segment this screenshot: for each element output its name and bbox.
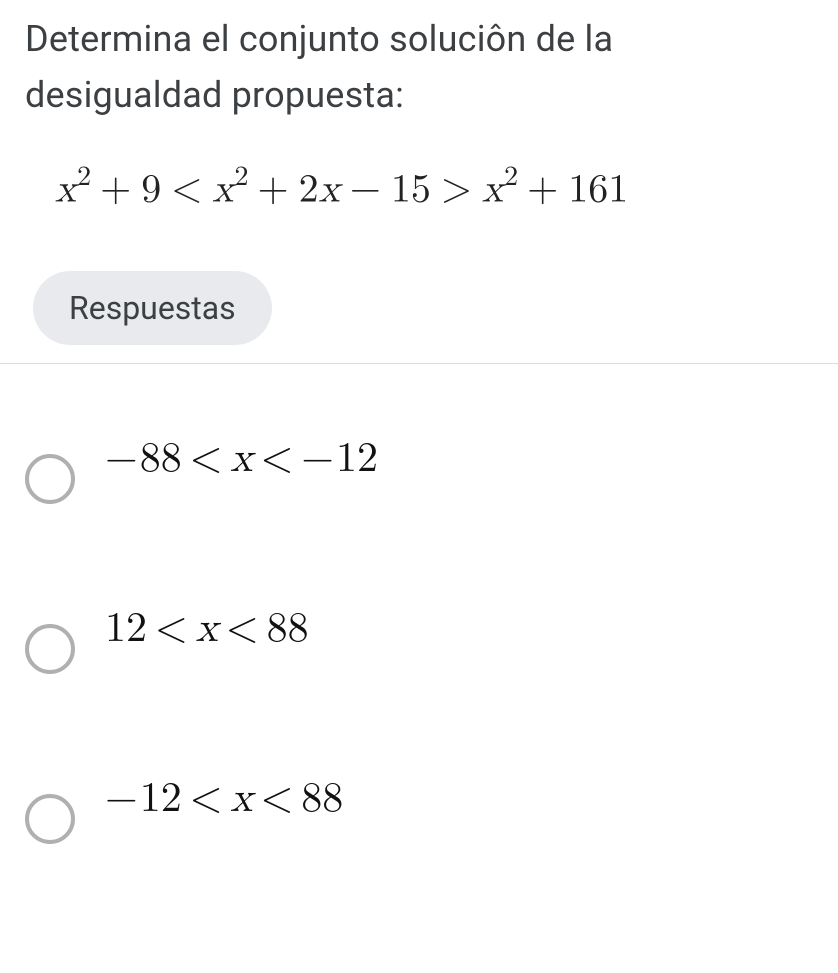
answer-option-math: 12<x<88 (105, 604, 309, 654)
answer-option[interactable]: −12<x<88 (25, 774, 813, 824)
radio-unchecked-icon[interactable] (25, 624, 75, 674)
radio-unchecked-icon[interactable] (25, 794, 75, 844)
question-prompt: Determina el conjunto soluciôn de la des… (25, 12, 813, 124)
answer-option-math: −88<x<−12 (105, 434, 378, 484)
answer-options: −88<x<−12 12<x<88 −12<x<88 (0, 364, 838, 824)
answer-option-math: −12<x<88 (105, 774, 343, 824)
answer-option[interactable]: −88<x<−12 (25, 434, 813, 484)
question-equation: x2+9<x2+2x−15>x2+161 (25, 162, 813, 213)
answer-option[interactable]: 12<x<88 (25, 604, 813, 654)
radio-unchecked-icon[interactable] (25, 454, 75, 504)
answers-tab[interactable]: Respuestas (33, 271, 272, 345)
